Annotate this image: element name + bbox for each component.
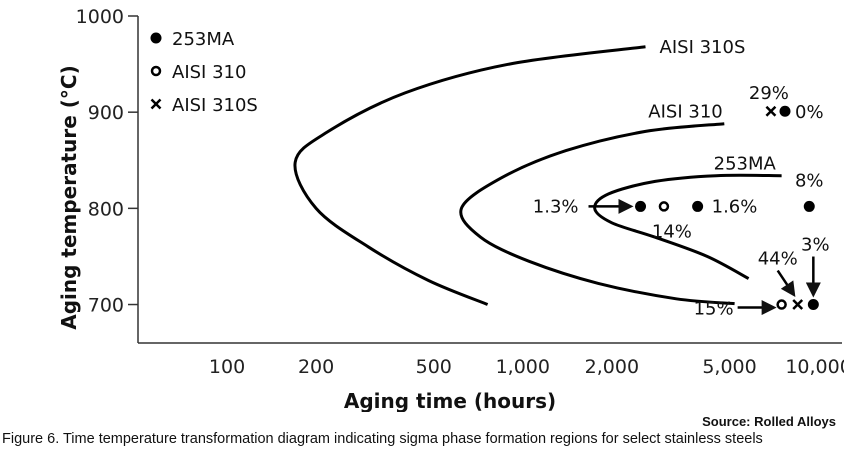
legend-marker xyxy=(150,65,162,77)
y-axis-title: Aging temperature (°C) xyxy=(57,65,81,330)
x-tick-label: 500 xyxy=(416,356,452,378)
y-tick-label: 700 xyxy=(88,295,124,317)
percent-label: 15% xyxy=(694,299,734,320)
legend-label: AISI 310 xyxy=(172,62,246,83)
marker-aisi-310 xyxy=(658,201,670,212)
legend-marker xyxy=(150,32,162,44)
annotations: 1.3% 14% 1.6% 8% 29% 0% 15% 44%3% xyxy=(533,83,830,319)
x-tick-label: 1,000 xyxy=(496,356,550,378)
legend-label: AISI 310S xyxy=(172,95,258,116)
x-axis-title: Aging time (hours) xyxy=(344,389,556,412)
x-tick-label: 100 xyxy=(209,356,245,378)
legend: 253MA AISI 310 AISI 310S xyxy=(150,29,258,116)
x-tick-label: 5,000 xyxy=(702,356,756,378)
y-tick-label: 900 xyxy=(88,102,124,124)
x-tick-label: 10,000 xyxy=(785,356,844,378)
percent-label: 0% xyxy=(795,102,824,123)
percent-label: 1.3% xyxy=(533,196,579,217)
curve-label-aisi-310: AISI 310 xyxy=(648,102,722,123)
curve-aisi-310s xyxy=(293,45,646,306)
marker-aisi-310 xyxy=(776,299,787,310)
y-tick-label: 1000 xyxy=(76,6,124,28)
percent-label: 44% xyxy=(758,249,798,270)
cross-stroke xyxy=(792,299,804,310)
marker-aisi-310s xyxy=(765,105,777,117)
percent-label: 1.6% xyxy=(712,196,758,217)
data-points xyxy=(635,105,819,311)
y-tick-label: 800 xyxy=(88,198,124,220)
axes: 700 800 900 1000 100 200 500 1,000 2,000 5,000 10,… xyxy=(57,6,844,412)
cross-stroke xyxy=(150,98,162,110)
x-tick-label: 2,000 xyxy=(585,356,639,378)
curve-253ma xyxy=(593,173,782,280)
marker-253ma xyxy=(635,200,647,212)
marker-aisi-310s xyxy=(792,299,804,310)
curves: AISI 310S AISI 310 253MA xyxy=(293,37,782,306)
curve-aisi-310 xyxy=(459,122,735,306)
legend-marker xyxy=(150,98,162,110)
marker-253ma xyxy=(692,200,704,212)
figure-caption: Figure 6. Time temperature transformatio… xyxy=(2,431,763,447)
source-note: Source: Rolled Alloys xyxy=(702,414,836,429)
percent-label: 29% xyxy=(749,83,789,104)
ttt-chart: 700 800 900 1000 100 200 500 1,000 2,000 5,000 10,… xyxy=(57,6,844,412)
legend-label: 253MA xyxy=(172,29,235,50)
curve-label-253ma: 253MA xyxy=(714,154,777,175)
marker-253ma xyxy=(779,105,791,117)
pointer-arrow xyxy=(776,269,796,298)
curve-label-aisi-310s: AISI 310S xyxy=(660,37,746,58)
percent-label: 8% xyxy=(795,170,824,191)
marker-253ma xyxy=(803,200,815,212)
x-tick-label: 200 xyxy=(298,356,334,378)
marker-253ma xyxy=(807,299,819,311)
percent-label: 3% xyxy=(801,235,830,256)
percent-label: 14% xyxy=(652,221,692,242)
cross-stroke xyxy=(765,105,777,117)
